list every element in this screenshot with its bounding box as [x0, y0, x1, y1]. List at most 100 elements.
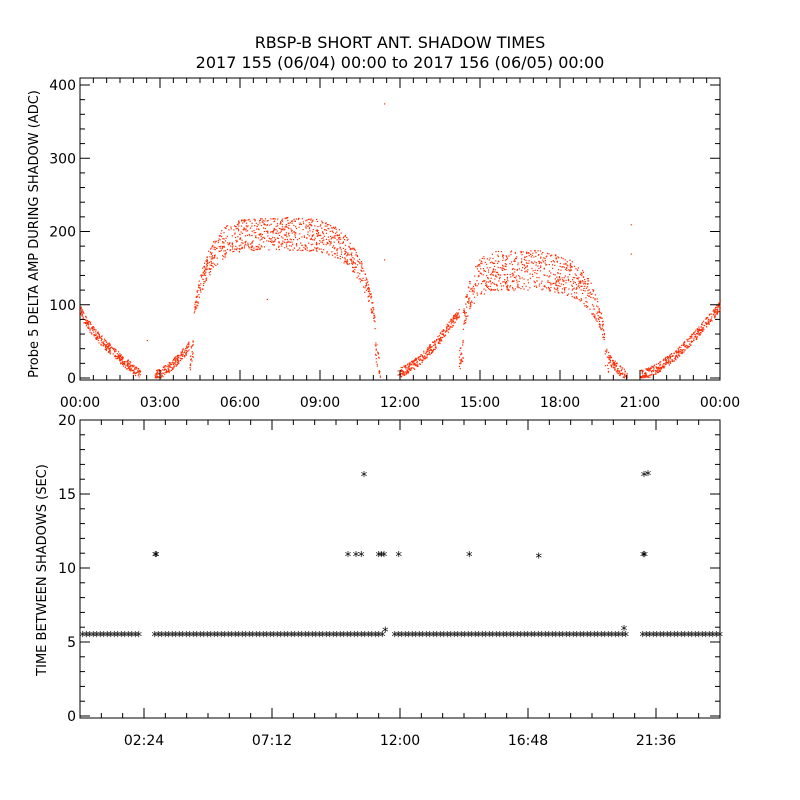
shadow-point: * — [97, 630, 104, 645]
top-y-axis-label: Probe 5 DELTA AMP DURING SHADOW (ADC) — [27, 90, 42, 378]
amp-point — [342, 247, 345, 249]
amp-point — [199, 284, 201, 287]
amp-point — [164, 369, 166, 371]
amp-point — [489, 274, 491, 276]
amp-point — [646, 369, 648, 371]
amp-point — [318, 243, 320, 245]
amp-point — [570, 269, 572, 271]
amp-point — [305, 227, 307, 229]
shadow-point: * — [667, 630, 674, 645]
amp-point — [275, 225, 277, 227]
amp-point — [334, 253, 336, 255]
amp-point — [160, 376, 162, 378]
amp-point — [80, 312, 82, 314]
amp-point — [124, 361, 126, 363]
amp-point — [362, 279, 364, 282]
amp-point — [209, 271, 211, 273]
amp-point — [651, 369, 653, 372]
amp-point — [156, 375, 158, 377]
amp-point — [172, 360, 174, 362]
shadow-points: ***************** ***********************… — [79, 469, 723, 645]
amp-point — [698, 326, 700, 328]
amp-point — [448, 324, 450, 326]
amp-point — [265, 230, 267, 232]
amp-point — [223, 232, 225, 234]
amp-point — [364, 279, 366, 281]
amp-point — [115, 358, 117, 360]
amp-point — [646, 368, 648, 370]
amp-point — [218, 238, 220, 240]
amp-point — [296, 239, 299, 241]
amp-point — [479, 259, 481, 261]
amp-point — [561, 277, 563, 279]
amp-point — [262, 220, 264, 222]
amp-point — [95, 333, 97, 335]
amp-point — [268, 240, 270, 242]
amp-point — [195, 305, 197, 307]
amp-point — [443, 335, 446, 337]
amp-point — [114, 355, 116, 357]
amp-point — [219, 250, 221, 252]
amp-point — [307, 233, 309, 235]
amp-point — [707, 320, 709, 322]
amp-point — [209, 256, 211, 258]
shadow-point: * — [702, 630, 709, 645]
amp-point — [469, 290, 471, 292]
amp-point — [556, 260, 558, 262]
amp-point — [235, 241, 238, 243]
amp-point — [286, 226, 288, 228]
amp-point — [280, 230, 282, 232]
amp-point — [130, 369, 132, 371]
amp-point — [602, 336, 605, 338]
amp-point — [270, 231, 272, 233]
amp-point — [204, 262, 206, 264]
amp-point — [107, 343, 109, 345]
amp-point — [572, 276, 574, 279]
amp-point — [580, 280, 582, 282]
amp-point — [546, 275, 548, 277]
amp-point — [198, 284, 200, 286]
amp-point — [624, 371, 626, 373]
amp-point — [482, 268, 485, 270]
amp-point — [330, 238, 332, 240]
amp-point — [243, 247, 246, 249]
shadow-point: * — [340, 630, 347, 645]
amp-point — [343, 262, 345, 264]
amp-point — [558, 277, 561, 279]
amp-point — [363, 270, 365, 272]
amp-point — [103, 338, 106, 340]
amp-point — [447, 328, 449, 330]
amp-point — [571, 285, 573, 287]
amp-point — [244, 241, 246, 243]
amp-point — [568, 269, 570, 271]
amp-point — [542, 252, 544, 254]
amp-point — [581, 280, 584, 282]
amp-point — [375, 348, 377, 350]
shadow-point: * — [716, 630, 723, 645]
amp-point — [287, 248, 289, 250]
amp-point — [676, 352, 678, 354]
amp-point — [559, 273, 561, 275]
amp-point — [520, 251, 522, 253]
shadow-point: * — [426, 630, 433, 645]
amp-point — [241, 247, 243, 249]
amp-point — [368, 299, 370, 301]
amp-point — [411, 360, 413, 362]
amp-point — [491, 271, 493, 273]
amp-point — [182, 354, 184, 356]
amp-point — [310, 218, 312, 220]
amp-point — [185, 354, 187, 356]
amp-point — [665, 361, 667, 363]
amp-point — [521, 258, 523, 260]
amp-point — [119, 355, 122, 357]
amp-point — [168, 370, 170, 372]
amp-point — [402, 372, 404, 374]
amp-point — [239, 248, 241, 250]
amp-point — [212, 257, 214, 259]
amp-point — [559, 265, 561, 267]
amp-point — [414, 359, 416, 362]
amp-point — [474, 283, 476, 285]
amp-point — [108, 350, 111, 352]
amp-point — [457, 313, 459, 315]
amp-point — [676, 354, 678, 356]
